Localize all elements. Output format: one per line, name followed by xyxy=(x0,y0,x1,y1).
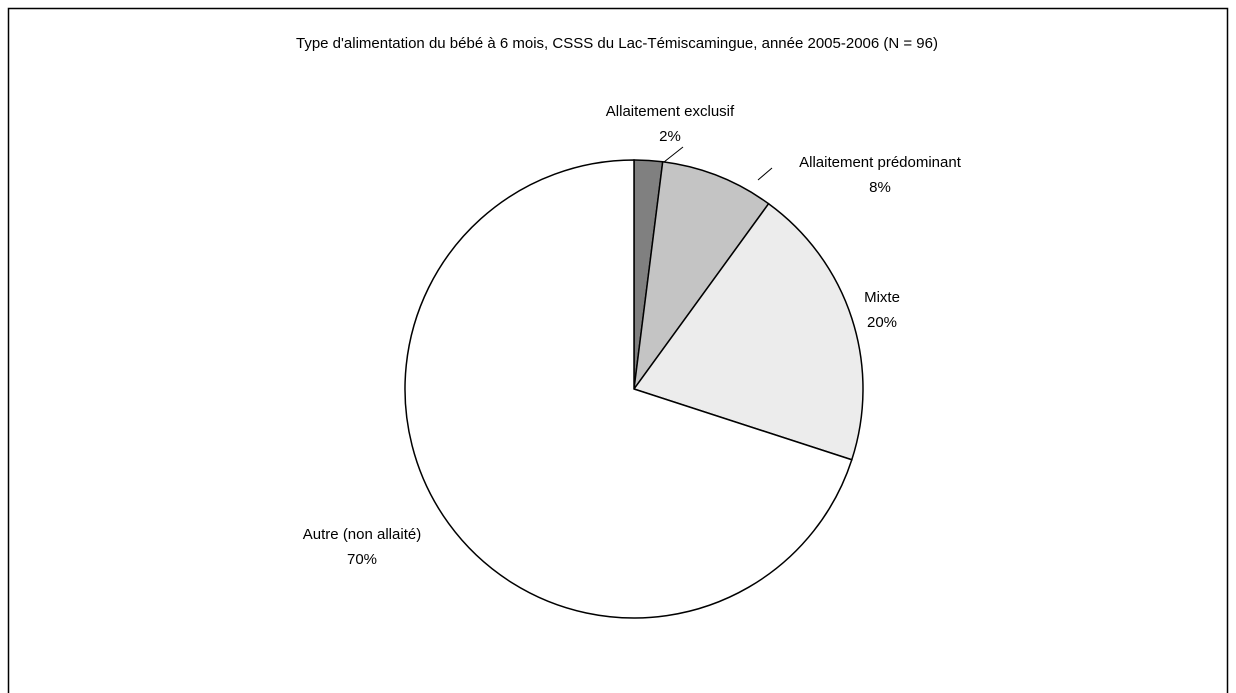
chart-title: Type d'alimentation du bébé à 6 mois, CS… xyxy=(296,35,938,52)
slice-value-label: 8% xyxy=(869,179,891,196)
slice-label: Allaitement exclusif xyxy=(606,103,735,120)
leader-line xyxy=(663,146,684,163)
slice-label: Autre (non allaité) xyxy=(303,526,421,543)
chart-frame xyxy=(7,7,1229,693)
pie-slice xyxy=(633,160,770,390)
slice-label: Mixte xyxy=(864,289,900,306)
slice-value-label: 2% xyxy=(659,128,681,145)
slice-label: Allaitement prédominant xyxy=(799,154,962,171)
pie-slice xyxy=(632,202,864,461)
slice-value-label: 70% xyxy=(347,551,377,568)
leader-line xyxy=(757,167,773,181)
slice-value-label: 20% xyxy=(867,314,897,331)
pie-slice xyxy=(404,159,853,619)
